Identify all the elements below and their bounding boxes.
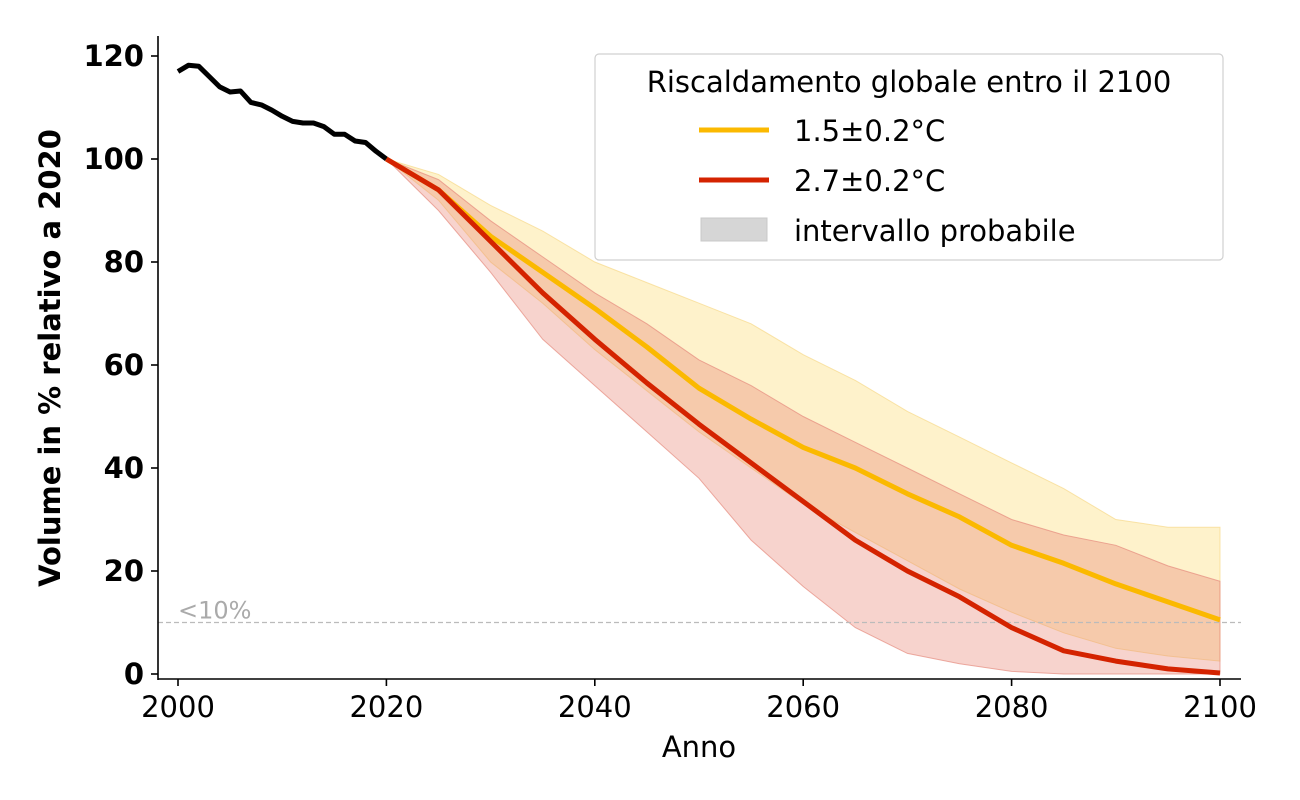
y-tick-label: 40: [104, 451, 144, 485]
x-tick-label: 2000: [141, 690, 215, 724]
x-tick-label: 2020: [349, 690, 423, 724]
line-1-5c: [385, 156, 1221, 623]
legend-label-range: intervallo probabile: [794, 214, 1076, 248]
legend: Riscaldamento globale entro il 2100 1.5±…: [594, 53, 1224, 261]
y-ticks: 0 20 40 60 80 100 120: [83, 39, 158, 691]
y-tick-label: 100: [83, 142, 144, 176]
series-lines: [176, 62, 1221, 676]
y-axis-label: Volume in % relativo a 2020: [33, 129, 67, 587]
line-historical: [176, 62, 388, 162]
x-tick-label: 2040: [558, 690, 632, 724]
x-ticks: 2000 2020 2040 2060 2080 2100: [141, 679, 1257, 724]
legend-label-1-5c: 1.5±0.2°C: [794, 114, 945, 148]
y-tick-label: 0: [124, 657, 144, 691]
y-tick-label: 60: [104, 348, 144, 382]
x-tick-label: 2080: [975, 690, 1049, 724]
x-axis-label: Anno: [662, 730, 736, 764]
y-tick-label: 20: [104, 554, 144, 588]
y-tick-label: 120: [83, 39, 144, 73]
legend-title: Riscaldamento globale entro il 2100: [647, 65, 1172, 99]
threshold-label: <10%: [178, 597, 251, 625]
legend-frame: [594, 53, 1224, 261]
legend-swatch-range: [700, 217, 768, 242]
legend-label-2-7c: 2.7±0.2°C: [794, 164, 945, 198]
line-2-7c: [385, 156, 1221, 676]
x-tick-label: 2060: [766, 690, 840, 724]
x-tick-label: 2100: [1183, 690, 1257, 724]
y-tick-label: 80: [104, 245, 144, 279]
